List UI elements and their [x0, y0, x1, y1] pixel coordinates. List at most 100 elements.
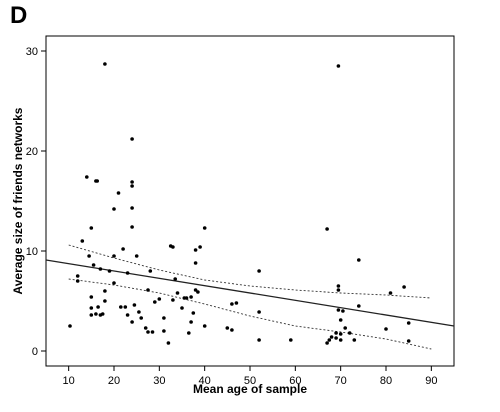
data-point — [148, 269, 153, 273]
data-point — [123, 305, 128, 309]
data-point — [402, 285, 406, 289]
data-point — [166, 341, 171, 345]
ci-lower-line — [68, 278, 432, 350]
data-point — [257, 310, 261, 314]
data-point — [112, 281, 116, 285]
data-point — [336, 288, 341, 292]
data-point — [175, 291, 180, 295]
data-point — [230, 328, 234, 332]
data-point — [225, 326, 230, 330]
data-point — [334, 336, 338, 340]
data-point — [80, 239, 85, 243]
data-point — [146, 330, 150, 334]
data-point — [191, 311, 196, 315]
data-point — [157, 297, 162, 301]
data-point — [336, 64, 341, 68]
data-point — [112, 207, 116, 211]
x-tick-label: 10 — [63, 375, 75, 387]
data-point — [89, 226, 94, 230]
data-point — [189, 320, 193, 324]
data-point — [180, 306, 184, 310]
y-tick-label: 10 — [26, 246, 38, 258]
data-point — [202, 226, 207, 230]
regression-line — [45, 259, 455, 327]
data-point — [95, 179, 99, 183]
data-point — [230, 302, 234, 306]
data-point — [196, 290, 200, 294]
data-point — [89, 306, 94, 310]
data-point — [91, 263, 96, 267]
data-point — [112, 254, 116, 258]
data-point — [116, 191, 121, 195]
data-point — [75, 274, 80, 278]
data-point — [146, 288, 150, 292]
x-tick-label: 20 — [108, 375, 120, 387]
data-point — [406, 321, 411, 325]
data-point — [89, 313, 94, 317]
data-point — [130, 206, 134, 210]
data-point — [125, 313, 130, 317]
data-point — [357, 304, 361, 308]
data-point — [338, 332, 343, 336]
data-point — [130, 180, 134, 184]
data-point — [162, 316, 166, 320]
data-point — [325, 341, 329, 345]
data-point — [334, 331, 338, 335]
x-tick-label: 70 — [335, 375, 347, 387]
x-axis-title: Mean age of sample — [193, 382, 307, 396]
data-point — [153, 300, 157, 304]
data-point — [150, 330, 155, 334]
data-point — [325, 227, 329, 231]
data-point — [289, 338, 293, 342]
data-point — [85, 175, 89, 179]
y-tick-label: 30 — [26, 46, 38, 58]
data-point — [130, 225, 134, 229]
data-point — [171, 298, 175, 302]
data-point — [103, 289, 107, 293]
data-point — [234, 301, 239, 305]
data-point — [336, 284, 341, 288]
data-point — [130, 320, 134, 324]
data-point — [139, 316, 143, 320]
data-point — [125, 271, 130, 275]
data-point — [119, 305, 123, 309]
data-point — [96, 305, 100, 309]
data-point — [388, 291, 393, 295]
data-point — [143, 326, 148, 330]
x-tick-label: 30 — [153, 375, 165, 387]
data-point — [162, 329, 166, 333]
x-tick-label: 50 — [244, 375, 256, 387]
data-point — [193, 261, 198, 265]
data-point — [336, 308, 341, 312]
data-point — [384, 327, 388, 331]
data-point — [189, 295, 193, 299]
data-point — [202, 324, 207, 328]
data-point — [100, 312, 105, 316]
data-point — [94, 312, 98, 316]
data-point — [184, 296, 189, 300]
x-tick-label: 60 — [289, 375, 301, 387]
data-point — [103, 62, 107, 66]
x-tick-label: 80 — [380, 375, 392, 387]
data-point — [198, 245, 202, 249]
data-point — [406, 339, 411, 343]
data-point — [130, 137, 134, 141]
data-point — [87, 254, 91, 258]
data-point — [352, 338, 357, 342]
data-point — [134, 254, 139, 258]
data-point — [68, 324, 72, 328]
data-point — [121, 247, 125, 251]
data-point — [347, 331, 352, 335]
y-tick-label: 0 — [32, 346, 38, 358]
data-point — [257, 269, 261, 273]
data-point — [130, 184, 134, 188]
data-point — [107, 269, 112, 273]
x-tick-label: 40 — [199, 375, 211, 387]
data-point — [341, 309, 345, 313]
data-point — [338, 338, 343, 342]
y-axis-title: Average size of friends networks — [11, 107, 25, 294]
data-point — [171, 245, 175, 249]
data-point — [75, 279, 80, 283]
y-tick-label: 20 — [26, 146, 38, 158]
data-point — [193, 248, 198, 252]
